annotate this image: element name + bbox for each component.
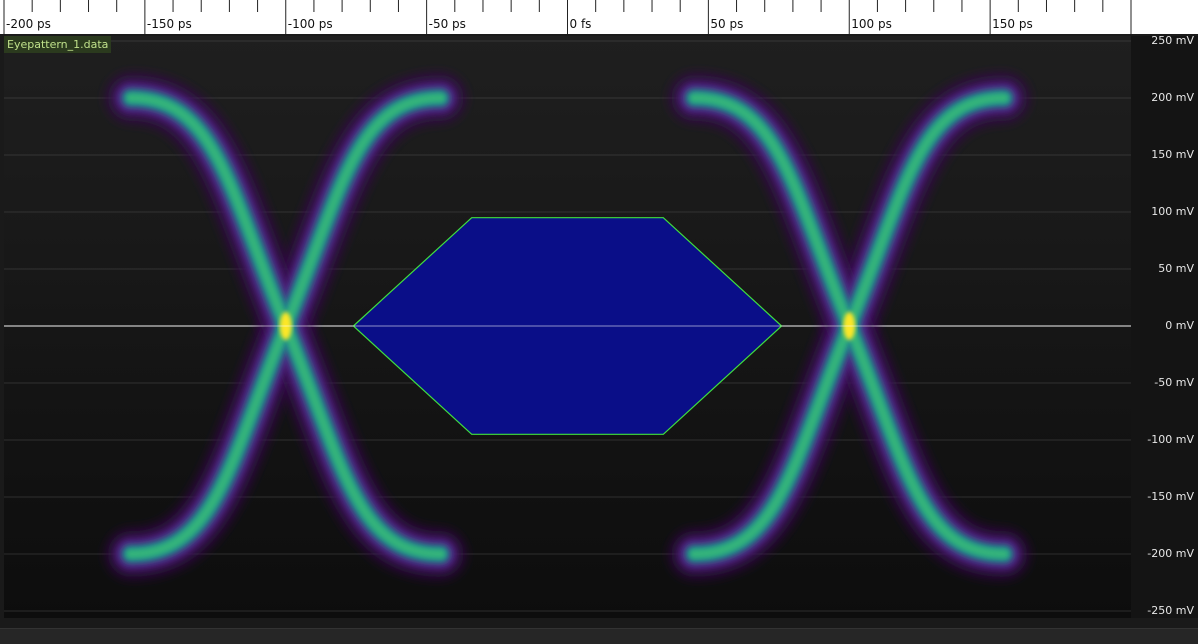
y-tick-label: -250 mV <box>1147 604 1194 617</box>
x-tick-label: -150 ps <box>146 17 192 31</box>
x-tick-label: -50 ps <box>428 17 466 31</box>
eye-plot-area[interactable]: Eyepattern_1.data <box>4 36 1131 618</box>
y-tick-label: 100 mV <box>1151 205 1194 218</box>
eye-diagram-svg <box>4 40 1131 612</box>
x-tick-label: -200 ps <box>6 17 51 31</box>
voltage-axis: 250 mV 200 mV 150 mV 100 mV 50 mV 0 mV -50 mV -… <box>1131 34 1198 618</box>
y-tick-label: -150 mV <box>1147 490 1194 503</box>
y-tick-label: 0 mV <box>1165 319 1194 332</box>
channel-label[interactable]: Eyepattern_1.data <box>4 36 112 53</box>
y-tick-label: -100 mV <box>1147 433 1194 446</box>
time-ruler[interactable]: -200 ps -150 ps -100 ps -50 ps 0 fs 50 ps 100 … <box>0 0 1198 34</box>
y-tick-label: -50 mV <box>1154 376 1194 389</box>
x-tick-label: -100 ps <box>287 17 333 31</box>
x-tick-label: 0 fs <box>569 17 592 31</box>
x-tick-label: 50 ps <box>710 17 744 31</box>
time-ruler-ticks <box>3 0 1132 34</box>
y-tick-label: 250 mV <box>1151 34 1194 47</box>
y-tick-label: 50 mV <box>1158 262 1194 275</box>
x-tick-label: 100 ps <box>851 17 892 31</box>
y-tick-label: 150 mV <box>1151 148 1194 161</box>
y-tick-label: 200 mV <box>1151 91 1194 104</box>
status-bar <box>0 628 1198 644</box>
x-tick-label: 150 ps <box>992 17 1033 31</box>
y-tick-label: -200 mV <box>1147 547 1194 560</box>
